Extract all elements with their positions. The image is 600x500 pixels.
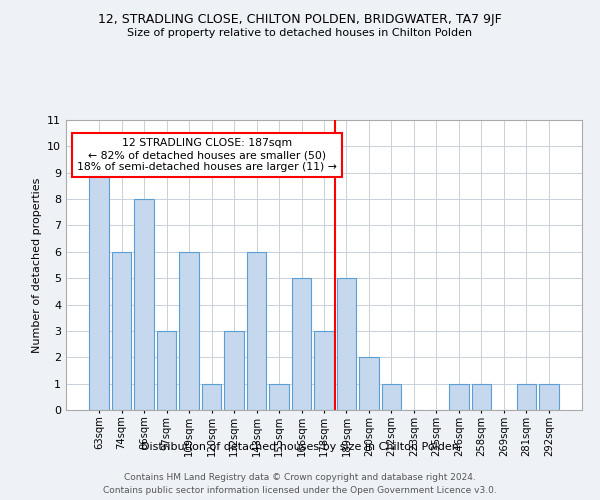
Bar [359, 358, 379, 410]
Bar [157, 331, 176, 410]
Bar [292, 278, 311, 410]
Bar [539, 384, 559, 410]
Bar [224, 331, 244, 410]
Bar [89, 172, 109, 410]
Bar [449, 384, 469, 410]
Bar [134, 199, 154, 410]
Text: Contains public sector information licensed under the Open Government Licence v3: Contains public sector information licen… [103, 486, 497, 495]
Text: Size of property relative to detached houses in Chilton Polden: Size of property relative to detached ho… [127, 28, 473, 38]
Text: 12 STRADLING CLOSE: 187sqm
← 82% of detached houses are smaller (50)
18% of semi: 12 STRADLING CLOSE: 187sqm ← 82% of deta… [77, 138, 337, 172]
Bar [337, 278, 356, 410]
Bar [472, 384, 491, 410]
Bar [179, 252, 199, 410]
Bar [269, 384, 289, 410]
Y-axis label: Number of detached properties: Number of detached properties [32, 178, 41, 352]
Bar [382, 384, 401, 410]
Bar [112, 252, 131, 410]
Bar [517, 384, 536, 410]
Text: Distribution of detached houses by size in Chilton Polden: Distribution of detached houses by size … [141, 442, 459, 452]
Bar [202, 384, 221, 410]
Text: 12, STRADLING CLOSE, CHILTON POLDEN, BRIDGWATER, TA7 9JF: 12, STRADLING CLOSE, CHILTON POLDEN, BRI… [98, 12, 502, 26]
Bar [314, 331, 334, 410]
Bar [247, 252, 266, 410]
Text: Contains HM Land Registry data © Crown copyright and database right 2024.: Contains HM Land Registry data © Crown c… [124, 472, 476, 482]
